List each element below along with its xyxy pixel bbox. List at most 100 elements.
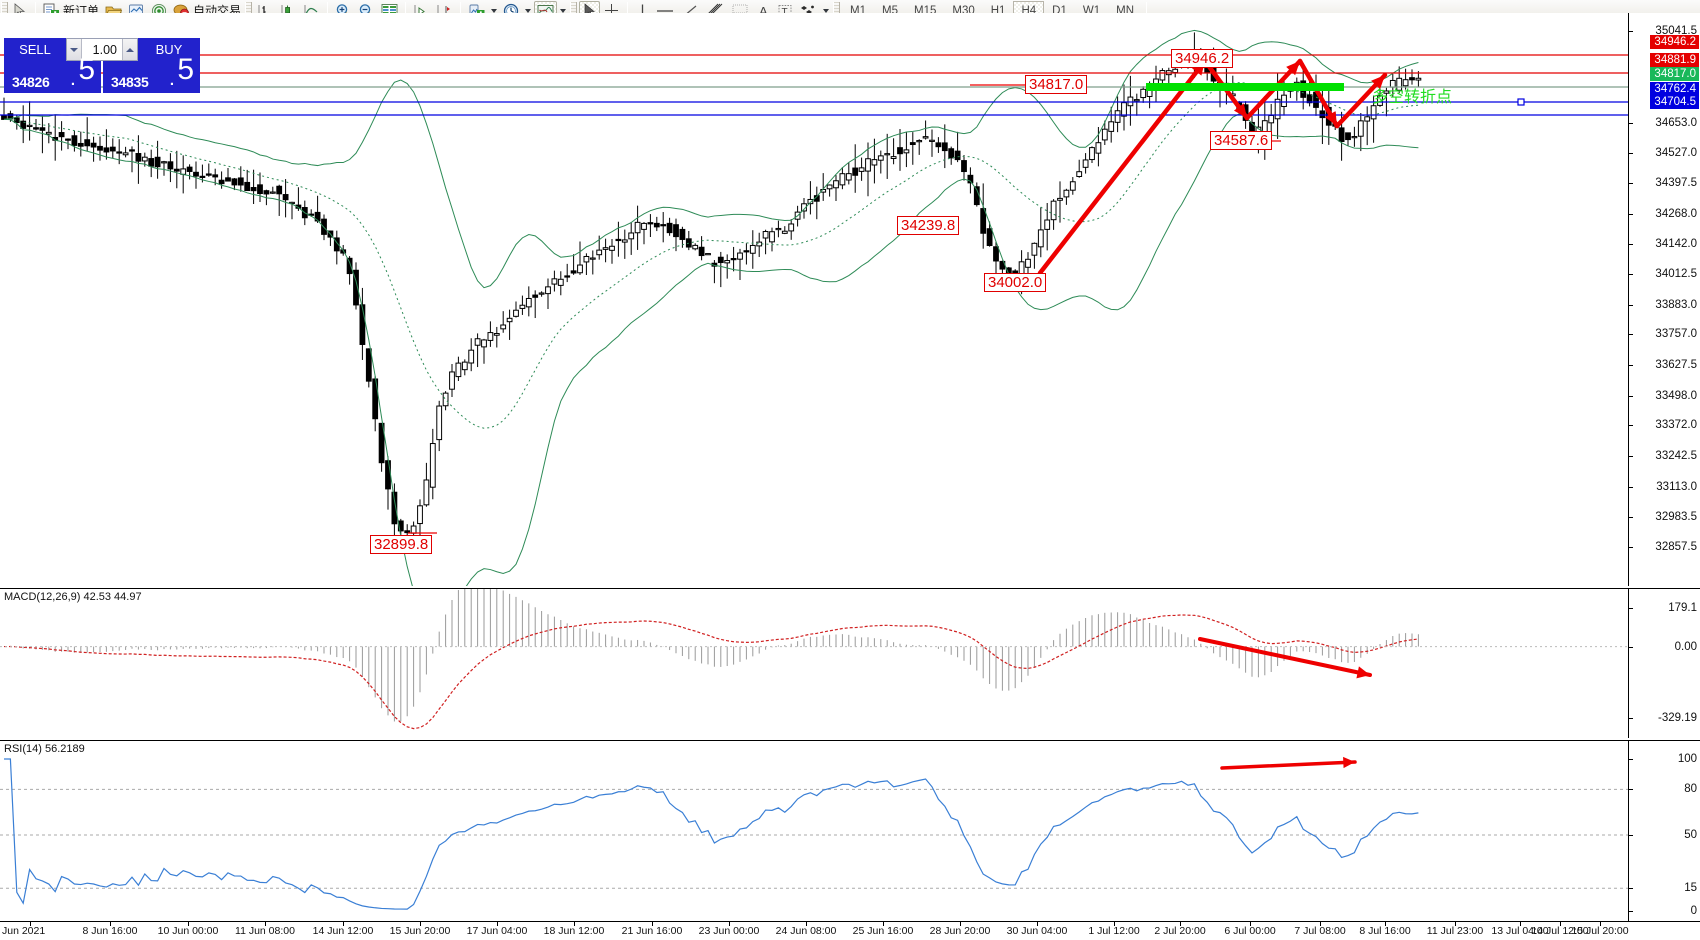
volume-value[interactable]: 1.00 <box>92 42 117 57</box>
rsi-chart-svg <box>0 756 1628 910</box>
time-tick <box>883 922 884 926</box>
price-axis-label: 33883.0 <box>1655 298 1697 311</box>
rsi-title: RSI(14) 56.2189 <box>4 743 85 755</box>
buy-price-display[interactable]: 34835 . 5 <box>103 54 200 93</box>
price-level-tag-2[interactable]: 34817.0 <box>1650 67 1699 81</box>
time-tick <box>420 922 421 926</box>
time-tick <box>1600 922 1601 926</box>
macd-axis-label: 0.00 <box>1674 640 1697 653</box>
time-tick <box>1037 922 1038 926</box>
rsi-tick <box>1629 888 1633 890</box>
indicators-dropdown-caret[interactable] <box>491 8 498 13</box>
time-axis-label: 14 Jul 12:00 <box>1531 925 1589 937</box>
volume-decrease-button[interactable] <box>67 39 82 60</box>
rsi-tick <box>1629 759 1633 760</box>
time-axis-label: 6 Jul 00:00 <box>1224 925 1276 937</box>
annotation-34002: 34002.0 <box>984 273 1047 292</box>
buy-button[interactable]: BUY <box>138 38 200 61</box>
time-axis-label: 13 Jul 04:00 <box>1491 925 1549 937</box>
rsi-tick <box>1629 789 1633 791</box>
sell-button[interactable]: SELL <box>4 38 66 61</box>
time-tick <box>960 922 961 926</box>
price-axis-right[interactable]: 35041.5 34653.0 34527.0 34397.5 34268.0 34142… <box>1628 13 1700 586</box>
time-tick <box>1455 922 1456 926</box>
rsi-pane[interactable]: RSI(14) 56.2189 100 80 50 15 0 <box>0 740 1700 921</box>
time-tick <box>806 922 807 926</box>
shapes-dropdown-caret[interactable] <box>823 8 830 13</box>
time-axis-label: 21 Jun 16:00 <box>621 925 683 937</box>
price-tick <box>1629 213 1633 215</box>
price-level-tag-3[interactable]: 34762.4 <box>1650 82 1699 96</box>
buy-price-big: 5 <box>177 53 194 86</box>
chevron-down-icon <box>70 47 78 52</box>
price-tick <box>1629 334 1633 336</box>
green-supply-zone <box>1146 83 1344 91</box>
sell-price-display[interactable]: 34826 . 5 <box>4 54 101 93</box>
time-axis-label: 11 Jun 08:00 <box>235 925 295 937</box>
price-tick <box>1629 425 1633 427</box>
toolbar-grip[interactable] <box>1 1 8 20</box>
toolbar-grip-2[interactable] <box>245 1 253 20</box>
time-tick <box>1320 922 1321 926</box>
macd-tick <box>1629 646 1633 648</box>
price-level-tag-0[interactable]: 34946.2 <box>1650 35 1699 49</box>
price-axis-label: 34653.0 <box>1655 116 1697 129</box>
time-tick <box>1560 922 1561 926</box>
price-axis-label: 33498.0 <box>1655 389 1697 402</box>
price-tick <box>1629 152 1633 154</box>
svg-text:T: T <box>782 7 788 18</box>
rsi-tick <box>1629 835 1633 836</box>
price-tick <box>1629 183 1633 185</box>
main-price-pane[interactable]: 34946.2 34817.0 34587.6 34239.8 34002.0 … <box>0 13 1700 586</box>
macd-axis-label: -329.19 <box>1657 712 1697 725</box>
macd-axis-right[interactable]: 179.1 0.00 -329.19 <box>1628 589 1700 738</box>
price-tick <box>1629 31 1633 32</box>
horizontal-line-icon[interactable] <box>652 1 678 21</box>
shapes-icon[interactable] <box>796 1 820 21</box>
buy-price-dot: . <box>169 72 174 89</box>
toolbar-grip-4[interactable] <box>833 1 841 20</box>
rsi-axis-label: 15 <box>1684 882 1697 895</box>
time-axis-label: 10 Jun 00:00 <box>157 925 219 937</box>
volume-stepper[interactable]: 1.00 <box>66 38 138 61</box>
annotation-34587: 34587.6 <box>1210 131 1273 150</box>
price-axis-label: 33113.0 <box>1656 480 1697 493</box>
macd-axis-label: 179.1 <box>1668 601 1697 614</box>
price-tick <box>1629 122 1633 124</box>
time-tick <box>188 922 189 926</box>
text-label-icon[interactable]: A <box>754 1 774 21</box>
time-axis-label: 7 Jul 08:00 <box>1294 925 1346 937</box>
time-axis-label: 8 Jun 16:00 <box>82 925 138 937</box>
time-axis-label: 30 Jun 04:00 <box>1006 925 1068 937</box>
time-axis-label: 1 Jul 12:00 <box>1088 925 1140 937</box>
macd-pane[interactable]: MACD(12,26,9) 42.53 44.97 179.1 0.00 -329.… <box>0 588 1700 738</box>
time-axis-label: 15 Jun 20:00 <box>389 925 451 937</box>
rsi-axis-right[interactable]: 100 80 50 15 0 <box>1628 741 1700 921</box>
time-tick <box>30 922 31 926</box>
svg-text:A: A <box>759 4 768 19</box>
time-tick <box>1520 922 1521 926</box>
time-tick <box>652 922 653 926</box>
sell-price-main: 34826 <box>12 74 50 90</box>
price-tick <box>1629 486 1633 488</box>
volume-increase-button[interactable] <box>122 39 137 60</box>
price-axis-label: 34527.0 <box>1655 146 1697 159</box>
time-axis-label: 25 Jun 16:00 <box>852 925 914 937</box>
price-axis-label: 33757.0 <box>1655 328 1697 341</box>
price-axis-label: 34268.0 <box>1655 207 1697 220</box>
toolbar-grip-3[interactable] <box>570 1 578 20</box>
time-axis[interactable]: Jun 2021 8 Jun 16:00 10 Jun 00:00 11 Jun 08… <box>0 921 1700 940</box>
time-axis-label: 23 Jun 00:00 <box>698 925 760 937</box>
time-axis-label: 28 Jun 20:00 <box>929 925 991 937</box>
one-click-trading-panel[interactable]: SELL 1.00 BUY 34826 . 5 34835 . 5 <box>4 38 200 93</box>
price-tick <box>1629 547 1633 548</box>
templates-dropdown-caret[interactable] <box>560 8 567 13</box>
annotation-34239: 34239.8 <box>897 216 960 235</box>
time-axis-label: 24 Jun 08:00 <box>775 925 837 937</box>
price-chart-svg <box>0 29 1628 586</box>
period-dropdown-caret[interactable] <box>525 8 532 13</box>
buy-price-main: 34835 <box>111 74 149 90</box>
price-level-tag-1[interactable]: 34881.9 <box>1650 53 1699 67</box>
sell-price-big: 5 <box>78 53 95 86</box>
price-level-tag-4[interactable]: 34704.5 <box>1650 95 1699 109</box>
